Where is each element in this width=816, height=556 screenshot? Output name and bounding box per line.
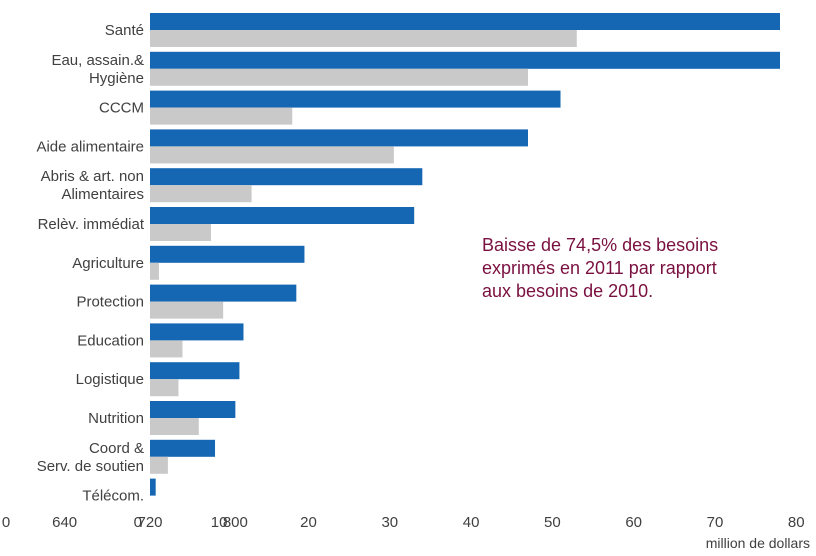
x-tick-6: 20 <box>300 514 317 531</box>
category-label-education: Education <box>77 332 144 349</box>
x-tick-11: 70 <box>707 514 724 531</box>
annotation: Baisse de 74,5% des besoins exprimés en … <box>482 234 802 303</box>
bar-relev-immediat-series-1 <box>150 207 415 224</box>
x-tick-5: 800 <box>223 514 248 531</box>
annotation-line-3: aux besoins de 2010. <box>482 281 654 301</box>
x-tick-0: 0 <box>2 514 10 531</box>
bar-education-series-2 <box>150 340 183 358</box>
bar-agriculture-series-1 <box>150 245 305 263</box>
category-label-telecom: Télécom. <box>82 488 144 505</box>
category-labels-group: Santé Eau, assain.& Hygiène CCCM Aide alimen… <box>36 22 144 505</box>
annotation-line-2: exprimés en 2011 par rapport <box>482 258 717 278</box>
category-label-sante: Santé <box>105 22 144 39</box>
category-label-abris-art-non-alimentaires: Abris & art. non Alimentaires <box>41 168 144 203</box>
category-label-protection: Protection <box>76 294 144 311</box>
x-tick-3: 720 <box>137 514 162 531</box>
category-label-aide-alimentaire: Aide alimentaire <box>36 138 144 155</box>
bar-logistique-series-2 <box>150 379 179 397</box>
category-label-coord-serv-de-soutien: Coord & Serv. de soutien <box>37 440 144 475</box>
x-axis-label: million de dollars <box>706 535 810 551</box>
bar-agriculture-series-2 <box>150 262 159 280</box>
x-tick-9: 50 <box>544 514 561 531</box>
category-label-nutrition: Nutrition <box>88 410 144 427</box>
bar-coord-serv-de-soutien-series-2 <box>150 456 168 474</box>
bar-telecom-series-1 <box>150 478 156 496</box>
category-label-relev-immediat: Relèv. immédiat <box>38 216 145 233</box>
bar-protection-series-1 <box>150 284 297 302</box>
x-tick-12: 80 <box>788 514 805 531</box>
bar-coord-serv-de-soutien-series-1 <box>150 439 216 457</box>
x-tick-7: 30 <box>381 514 398 531</box>
x-tick-2: 0 <box>134 514 142 531</box>
x-tick-1: 640 <box>52 514 77 531</box>
category-label-logistique: Logistique <box>76 371 144 388</box>
category-label-agriculture: Agriculture <box>72 255 144 272</box>
x-tick-10: 60 <box>625 514 642 531</box>
bar-cccm-series-2 <box>150 107 293 125</box>
category-label-cccm: CCCM <box>99 100 144 117</box>
bar-eau-assain-hygiene-series-2 <box>150 68 528 86</box>
bar-sante-series-2 <box>150 30 577 47</box>
x-tick-8: 40 <box>463 514 480 531</box>
bar-abris-art-non-alimentaires-series-1 <box>150 168 423 186</box>
bars-group <box>150 13 780 496</box>
bar-protection-series-2 <box>150 301 224 319</box>
bar-nutrition-series-2 <box>150 418 199 435</box>
bar-abris-art-non-alimentaires-series-2 <box>150 185 252 203</box>
bar-aide-alimentaire-series-2 <box>150 146 394 164</box>
bar-sante-series-1 <box>150 13 780 30</box>
bar-relev-immediat-series-2 <box>150 224 211 241</box>
category-label-eau-assain-hygiene: Eau, assain.& Hygiène <box>51 52 144 87</box>
bar-eau-assain-hygiene-series-1 <box>150 51 780 69</box>
bar-nutrition-series-1 <box>150 401 236 418</box>
annotation-line-1: Baisse de 74,5% des besoins <box>482 235 719 255</box>
bar-logistique-series-1 <box>150 362 240 380</box>
x-tick-4: 10 <box>211 514 228 531</box>
bar-cccm-series-1 <box>150 90 561 108</box>
bar-aide-alimentaire-series-1 <box>150 129 528 147</box>
bar-education-series-1 <box>150 323 244 341</box>
